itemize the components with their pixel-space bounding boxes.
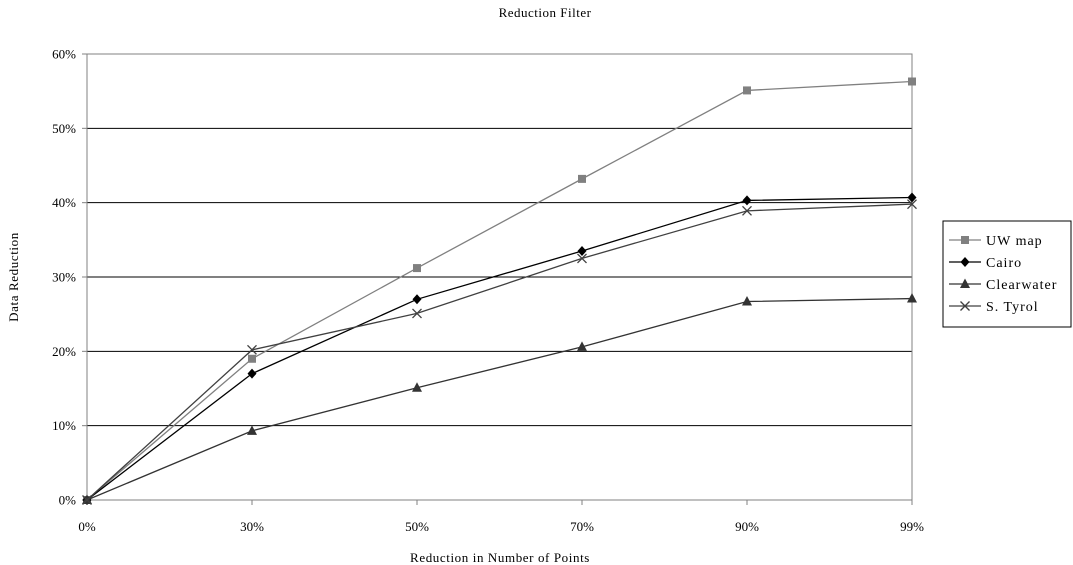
data-point-s-tyrol [577,253,587,264]
y-tick-label: 10% [52,418,76,433]
series-uw-map [83,77,916,504]
y-tick-label: 20% [52,344,76,359]
data-point-uw-map [413,264,421,273]
series-clearwater [82,293,917,504]
y-tick-label: 60% [52,47,76,62]
legend-marker [960,301,970,311]
x-tick-label: 50% [405,519,429,534]
x-mark-stroke [577,253,587,264]
x-mark-stroke [742,205,752,216]
legend-label: S. Tyrol [986,300,1039,315]
data-point-uw-map [743,86,751,95]
x-mark-stroke [247,344,257,355]
data-point-uw-map [578,174,586,183]
data-point-s-tyrol [412,308,422,319]
x-tick-label: 90% [735,519,759,534]
data-point-cairo [907,192,917,203]
legend-marker [961,236,969,244]
y-tick-label: 40% [52,195,76,210]
gridlines [87,127,912,427]
data-point-cairo [577,245,587,256]
x-tick-label: 70% [570,519,594,534]
x-mark-stroke [907,199,917,210]
x-tick-label: 0% [78,519,96,534]
data-point-uw-map [908,77,916,86]
y-tick-label: 30% [52,270,76,285]
x-mark-stroke [82,495,92,505]
legend-entry-uw-map: UW map [949,234,1043,249]
legend-entry-clearwater: Clearwater [949,278,1057,293]
data-point-clearwater [742,296,752,306]
legend-label: UW map [986,234,1043,249]
legend-label: Cairo [986,256,1022,271]
data-point-cairo [247,368,257,379]
y-axis-ticks: 0% 10% 20% 30% 40% 50% 60% [52,47,87,508]
y-axis-label: Data Reduction [6,232,21,322]
series-line-clearwater [86,297,913,501]
legend-label: Clearwater [986,278,1057,293]
series-line-cairo [86,196,913,501]
y-tick-label: 50% [52,121,76,136]
series-line-s-tyrol [86,203,913,501]
legend-marker [960,278,970,288]
y-tick-label: 0% [59,493,77,508]
data-point-uw-map [248,354,256,363]
legend-entry-cairo: Cairo [949,256,1022,271]
x-mark-stroke [412,308,422,319]
data-point-s-tyrol [742,205,752,216]
x-axis-ticks: 0% 30% 50% 70% 90% 99% [78,500,924,534]
series-line-uw-map [86,80,913,501]
x-mark-stroke [960,301,970,311]
series-group [82,77,917,505]
data-point-cairo [412,294,422,305]
legend-entry-s-tyrol: S. Tyrol [949,300,1039,315]
x-tick-label: 30% [240,519,264,534]
x-axis-label: Reduction in Number of Points [410,550,590,565]
legend-marker [960,257,970,267]
data-point-clearwater [577,341,587,351]
chart-title: Reduction Filter [499,5,592,20]
series-s-tyrol [82,199,917,505]
data-point-clearwater [247,425,257,435]
x-tick-label: 99% [900,519,924,534]
data-point-clearwater [907,293,917,303]
data-point-cairo [742,195,752,206]
series-cairo [82,192,917,505]
data-point-s-tyrol [907,199,917,210]
data-point-s-tyrol [247,344,257,355]
data-point-s-tyrol [82,495,92,505]
legend: UW map Cairo Clearwater S. Tyrol [942,220,1072,328]
data-point-clearwater [412,382,422,392]
